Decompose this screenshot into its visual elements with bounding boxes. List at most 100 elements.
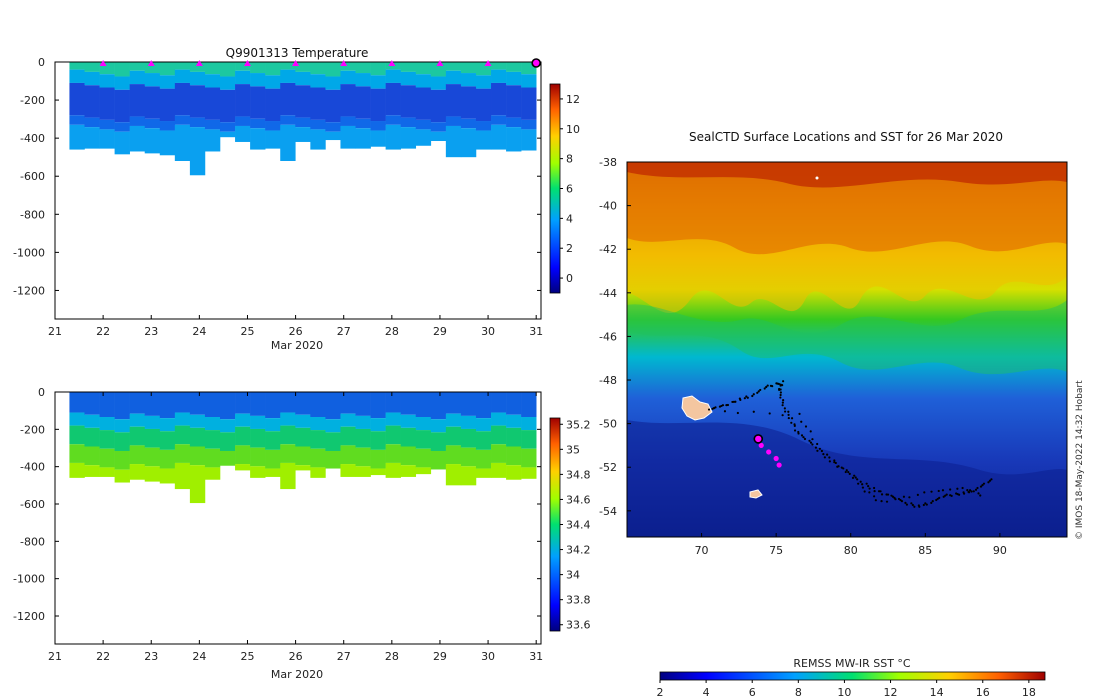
- profile-cell: [370, 392, 386, 419]
- profile-cell: [220, 131, 236, 138]
- profile-cell: [415, 74, 432, 88]
- recent-location-point: [773, 455, 779, 462]
- profile-cell: [370, 62, 386, 76]
- profile-cell: [325, 76, 341, 90]
- track-point: [766, 384, 769, 387]
- profile-cell: [310, 87, 326, 120]
- profile-cell: [355, 428, 371, 448]
- profile-cell: [295, 85, 311, 118]
- profile-cell: [99, 430, 115, 449]
- profile-cell: [310, 392, 326, 418]
- profile-cell: [385, 444, 401, 463]
- profile-cell: [445, 116, 462, 126]
- profile-cell: [235, 116, 251, 126]
- profile-cell: [325, 419, 341, 433]
- profile-cell: [69, 392, 85, 413]
- profile-cell: [235, 125, 251, 142]
- track-point: [916, 493, 919, 496]
- track-point: [826, 453, 829, 456]
- profile-cell: [280, 462, 296, 490]
- profile-cell: [415, 119, 432, 130]
- track-point: [931, 500, 934, 503]
- profile-cell: [385, 392, 401, 413]
- temperature-panel: Q9901313 Temperature 0 -200 -400 -600 -800 -1…: [13, 46, 580, 352]
- track-point: [837, 465, 840, 468]
- profile-cell: [250, 118, 266, 129]
- profile-cell: [220, 122, 236, 132]
- temperature-title: Q9901313 Temperature: [226, 46, 369, 60]
- y-tick-label: -400: [20, 461, 45, 474]
- profile-cell: [475, 392, 492, 419]
- track-point: [911, 503, 914, 507]
- track-point: [811, 443, 814, 446]
- profile-cell: [204, 129, 221, 152]
- x-tick-label: 23: [144, 325, 158, 338]
- track-point: [845, 469, 848, 472]
- surface-marker: [195, 60, 203, 66]
- profile-cell: [340, 84, 356, 117]
- track-point: [783, 407, 786, 410]
- track-point: [814, 446, 818, 449]
- x-tick-label: 21: [48, 325, 62, 338]
- profile-cell: [415, 467, 432, 475]
- profile-cell: [129, 70, 146, 85]
- track-point: [853, 474, 856, 477]
- profile-cell: [385, 69, 401, 83]
- track-point: [877, 490, 881, 493]
- y-tick-label: -800: [20, 208, 45, 221]
- salinity-columns: [69, 392, 537, 504]
- profile-cell: [521, 129, 537, 151]
- profile-cell: [445, 445, 462, 465]
- profile-cell: [460, 62, 477, 74]
- profile-cell: [174, 82, 191, 116]
- profile-cell: [521, 74, 537, 88]
- profile-cell: [340, 116, 356, 126]
- profile-cell: [280, 69, 296, 83]
- profile-cell: [310, 467, 326, 478]
- profile-cell: [99, 129, 115, 149]
- profile-cell: [235, 84, 251, 117]
- map-y-tick-label: -48: [599, 374, 617, 387]
- colorbar-tick-label: 34.4: [566, 519, 591, 532]
- sst-colorbar-tick-label: 6: [749, 686, 756, 699]
- profile-cell: [280, 392, 296, 413]
- track-point: [793, 423, 796, 426]
- profile-cell: [99, 448, 115, 468]
- heard-island: [749, 489, 763, 499]
- profile-cell: [475, 449, 492, 469]
- track-point: [925, 503, 928, 506]
- profile-cell: [385, 462, 401, 478]
- profile-cell: [204, 417, 221, 431]
- profile-cell: [370, 431, 386, 450]
- profile-cell: [280, 412, 296, 426]
- profile-cell: [189, 85, 206, 118]
- x-tick-label: 24: [192, 325, 206, 338]
- profile-cell: [189, 427, 206, 447]
- temperature-colorbar-ticks: 12 10 8 6 4 2 0: [560, 93, 580, 285]
- surface-marker: [340, 60, 348, 66]
- profile-cell: [84, 446, 100, 466]
- profile-cell: [521, 448, 537, 468]
- profile-cell: [491, 462, 507, 478]
- profile-cell: [159, 130, 176, 156]
- x-tick-label: 30: [481, 325, 495, 338]
- profile-cell: [506, 446, 522, 466]
- track-point: [768, 412, 771, 415]
- track-point: [775, 382, 778, 385]
- profile-cell: [280, 425, 296, 445]
- profile-cell: [129, 84, 146, 117]
- profile-cell: [355, 466, 371, 477]
- profile-cell: [204, 119, 221, 130]
- x-tick-label: 27: [337, 325, 351, 338]
- profile-cell: [129, 413, 146, 427]
- profile-cell: [84, 127, 100, 149]
- profile-cell: [69, 462, 85, 478]
- track-point: [890, 494, 893, 497]
- track-point: [833, 461, 836, 464]
- track-point: [941, 489, 945, 492]
- colorbar-tick-label: 34.8: [566, 468, 591, 481]
- track-point: [781, 401, 784, 404]
- profile-cell: [189, 117, 206, 128]
- track-point: [949, 488, 952, 491]
- y-tick-label: -1000: [13, 573, 45, 586]
